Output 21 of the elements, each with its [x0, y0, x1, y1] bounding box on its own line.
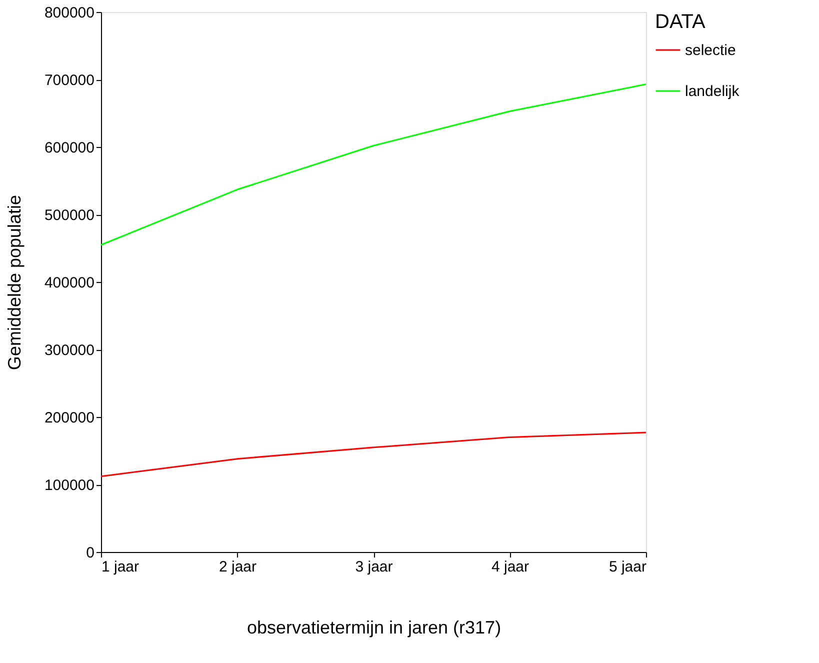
y-axis-title: Gemiddelde populatie — [4, 194, 24, 370]
y-tick-label: 0 — [86, 544, 94, 562]
y-tick-label: 700000 — [44, 72, 94, 89]
y-tick-label: 400000 — [44, 274, 94, 292]
y-tick-label: 100000 — [44, 477, 94, 494]
y-tick-label: 800000 — [44, 4, 94, 22]
x-axis-title: observatietermijn in jaren (r317) — [246, 618, 502, 638]
legend-title: DATA — [655, 11, 706, 33]
y-tick-label: 600000 — [44, 140, 94, 156]
line-series — [100, 83, 647, 246]
y-tick-label: 200000 — [44, 410, 94, 426]
x-tick-label: 2 jaar — [218, 558, 257, 576]
line-series — [100, 432, 647, 478]
x-tick-label: 3 jaar — [355, 558, 393, 576]
legend-label: landelijk — [685, 83, 740, 100]
x-tick-label: 1 jaar — [102, 558, 140, 576]
legend-label: selectie — [685, 42, 736, 59]
y-tick-label: 300000 — [44, 342, 94, 359]
x-tick-label: 4 jaar — [491, 558, 530, 576]
y-tick-label: 500000 — [44, 207, 94, 224]
x-tick-label: 5 jaar — [608, 558, 646, 576]
